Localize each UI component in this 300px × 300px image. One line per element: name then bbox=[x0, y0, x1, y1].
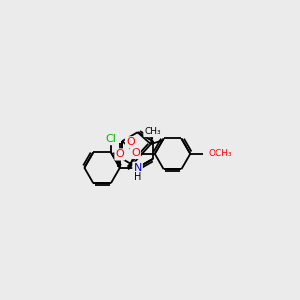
Text: O: O bbox=[126, 137, 135, 147]
Text: H: H bbox=[134, 172, 141, 182]
Text: Cl: Cl bbox=[106, 134, 116, 144]
Text: CH₃: CH₃ bbox=[144, 127, 161, 136]
Text: O: O bbox=[131, 148, 140, 158]
Text: OCH₃: OCH₃ bbox=[208, 149, 232, 158]
Text: O: O bbox=[116, 149, 124, 159]
Text: N: N bbox=[134, 163, 142, 173]
